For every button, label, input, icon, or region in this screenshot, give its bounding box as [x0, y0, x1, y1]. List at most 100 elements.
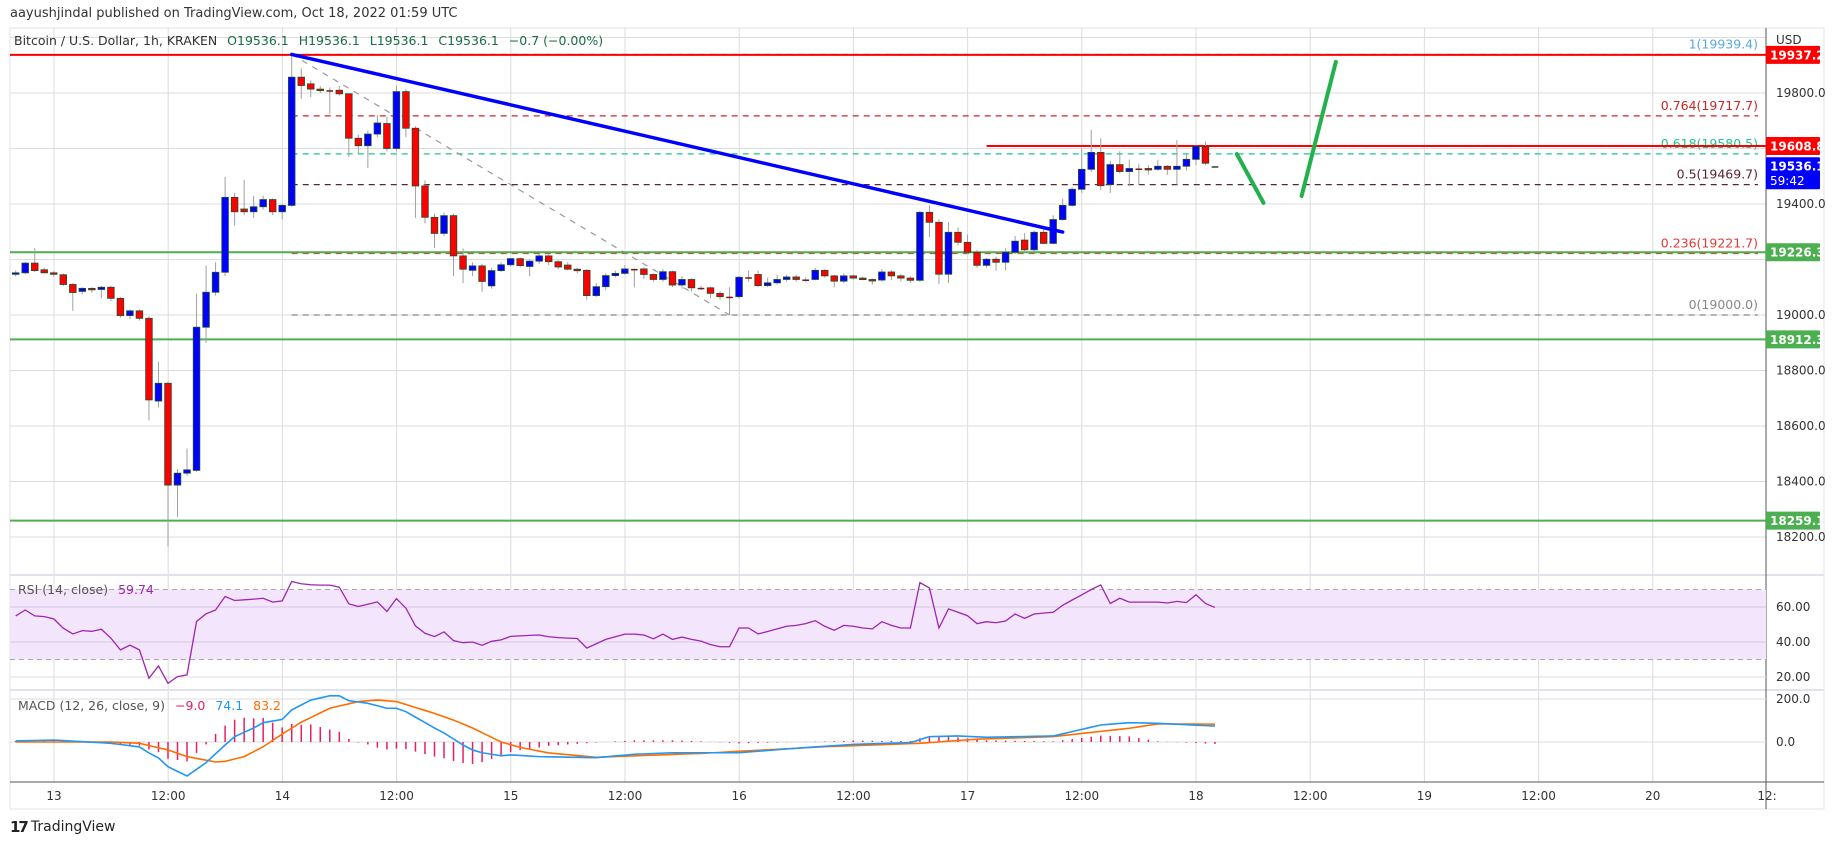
- candle[interactable]: [573, 267, 581, 274]
- candle[interactable]: [50, 271, 58, 277]
- candle[interactable]: [449, 213, 458, 277]
- candle[interactable]: [1125, 159, 1134, 186]
- candle[interactable]: [973, 249, 981, 268]
- candle[interactable]: [735, 276, 743, 299]
- candle[interactable]: [1201, 141, 1210, 166]
- candle[interactable]: [468, 262, 477, 277]
- candle[interactable]: [69, 283, 77, 311]
- candle[interactable]: [211, 262, 220, 296]
- candle[interactable]: [631, 268, 638, 288]
- candle[interactable]: [1106, 160, 1114, 193]
- candle[interactable]: [78, 287, 87, 295]
- candle[interactable]: [1144, 165, 1153, 175]
- candle[interactable]: [935, 219, 943, 285]
- candle[interactable]: [230, 192, 239, 226]
- candle[interactable]: [354, 134, 363, 155]
- candle[interactable]: [821, 269, 829, 278]
- candle[interactable]: [506, 257, 515, 267]
- candle[interactable]: [792, 274, 800, 282]
- candle[interactable]: [678, 276, 686, 289]
- candle[interactable]: [1078, 148, 1086, 193]
- candle[interactable]: [535, 253, 543, 264]
- candle[interactable]: [1039, 228, 1048, 245]
- candle[interactable]: [687, 278, 696, 292]
- candle[interactable]: [726, 287, 733, 315]
- candle[interactable]: [640, 267, 648, 279]
- candle[interactable]: [811, 267, 819, 281]
- candle[interactable]: [954, 227, 962, 246]
- candle[interactable]: [887, 270, 896, 281]
- candle[interactable]: [97, 285, 106, 299]
- candle[interactable]: [126, 309, 134, 320]
- candle[interactable]: [1135, 163, 1143, 185]
- candle[interactable]: [497, 262, 505, 272]
- candle[interactable]: [564, 262, 572, 271]
- candle[interactable]: [1068, 187, 1076, 207]
- candle[interactable]: [326, 87, 334, 114]
- tradingview-logo[interactable]: 17 TradingView: [10, 818, 115, 836]
- candle[interactable]: [240, 179, 248, 216]
- candle[interactable]: [183, 448, 191, 476]
- candle[interactable]: [745, 270, 752, 282]
- candle[interactable]: [1211, 166, 1219, 168]
- candle[interactable]: [440, 212, 448, 236]
- candle[interactable]: [192, 293, 201, 472]
- candle[interactable]: [268, 198, 277, 216]
- candle[interactable]: [259, 195, 267, 210]
- candle[interactable]: [1097, 138, 1105, 191]
- candle[interactable]: [611, 270, 620, 278]
- candle[interactable]: [621, 265, 629, 275]
- candle[interactable]: [849, 274, 857, 280]
- fib-trend-line[interactable]: [291, 53, 730, 316]
- candle[interactable]: [782, 274, 791, 282]
- candle[interactable]: [706, 286, 715, 299]
- candle[interactable]: [88, 287, 96, 293]
- candle[interactable]: [592, 283, 600, 297]
- candle[interactable]: [668, 270, 677, 288]
- candle[interactable]: [297, 68, 305, 99]
- candle[interactable]: [430, 213, 439, 249]
- candle[interactable]: [288, 54, 296, 207]
- candle[interactable]: [364, 130, 372, 168]
- candle[interactable]: [402, 88, 410, 138]
- candle[interactable]: [154, 361, 163, 408]
- candle[interactable]: [868, 278, 877, 285]
- candle[interactable]: [830, 274, 838, 288]
- candle[interactable]: [992, 256, 1000, 271]
- candle[interactable]: [697, 285, 705, 291]
- candle[interactable]: [145, 316, 153, 421]
- candle[interactable]: [773, 274, 781, 285]
- candle[interactable]: [916, 210, 924, 282]
- candle[interactable]: [525, 259, 534, 277]
- candle[interactable]: [1020, 233, 1029, 252]
- candle[interactable]: [545, 254, 553, 266]
- candle[interactable]: [107, 285, 115, 302]
- candle[interactable]: [307, 80, 315, 98]
- candle[interactable]: [116, 296, 125, 318]
- candle[interactable]: [21, 261, 29, 274]
- candle[interactable]: [164, 381, 172, 547]
- candle[interactable]: [221, 176, 229, 277]
- candle[interactable]: [963, 234, 972, 254]
- candle[interactable]: [392, 86, 401, 152]
- candle[interactable]: [487, 267, 496, 289]
- candle[interactable]: [11, 270, 20, 277]
- candle[interactable]: [1001, 248, 1010, 271]
- candle[interactable]: [840, 273, 848, 284]
- candle[interactable]: [478, 263, 486, 292]
- candle[interactable]: [383, 116, 391, 152]
- candle[interactable]: [135, 309, 144, 321]
- candle[interactable]: [754, 270, 762, 288]
- candle[interactable]: [1154, 159, 1162, 171]
- candle[interactable]: [602, 273, 610, 291]
- candle[interactable]: [40, 267, 48, 274]
- candle[interactable]: [925, 205, 934, 238]
- candle[interactable]: [1173, 140, 1181, 185]
- bearish-trendline[interactable]: [289, 52, 1065, 234]
- candle[interactable]: [459, 248, 467, 284]
- candle[interactable]: [335, 86, 344, 96]
- candle[interactable]: [982, 258, 991, 268]
- candle[interactable]: [554, 260, 562, 270]
- candle[interactable]: [659, 269, 667, 282]
